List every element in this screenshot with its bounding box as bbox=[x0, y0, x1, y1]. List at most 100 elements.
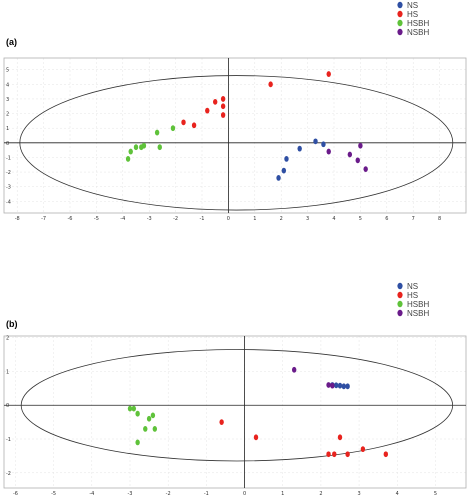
x-tick-label: -2 bbox=[173, 216, 178, 222]
point-hs bbox=[220, 112, 226, 118]
point-hsbh bbox=[152, 425, 158, 432]
point-hsbh bbox=[131, 405, 137, 412]
legend-label-ns: NS bbox=[407, 282, 418, 291]
panel-label: (a) bbox=[6, 37, 17, 47]
point-hs bbox=[332, 451, 337, 458]
x-tick-label: -6 bbox=[68, 216, 73, 222]
legend-label-hsbh: HSBH bbox=[407, 19, 429, 28]
x-tick-label: 0 bbox=[227, 216, 230, 222]
point-hs bbox=[383, 451, 389, 458]
legend-label-nsbh: NSBH bbox=[407, 28, 429, 37]
x-tick-label: 7 bbox=[412, 216, 415, 222]
y-tick-label: -1 bbox=[6, 155, 11, 161]
y-tick-label: 4 bbox=[6, 82, 9, 88]
series-hsbh bbox=[125, 125, 176, 162]
series-nsbh bbox=[326, 142, 368, 173]
point-ns bbox=[297, 145, 302, 152]
point-nsbh bbox=[358, 142, 363, 149]
x-tick-label: 6 bbox=[385, 216, 388, 222]
x-tick-label: -5 bbox=[94, 216, 99, 222]
x-tick-label: -4 bbox=[120, 216, 125, 222]
x-tick-label: -1 bbox=[200, 216, 205, 222]
point-hsbh bbox=[135, 410, 140, 417]
x-tick-label: 5 bbox=[359, 216, 362, 222]
x-tick-label: 2 bbox=[319, 491, 322, 497]
plot-frame bbox=[3, 57, 467, 214]
point-hsbh bbox=[141, 142, 147, 149]
point-hs bbox=[219, 419, 224, 426]
y-tick-label: -2 bbox=[6, 170, 11, 176]
point-hs bbox=[326, 451, 331, 458]
legend-label-hs: HS bbox=[407, 291, 418, 300]
y-tick-label: 5 bbox=[6, 68, 9, 74]
y-tick-label: 1 bbox=[6, 126, 9, 132]
point-hsbh bbox=[143, 425, 148, 432]
x-tick-label: 4 bbox=[396, 491, 399, 497]
point-hs bbox=[220, 103, 226, 110]
x-tick-label: 1 bbox=[281, 491, 284, 497]
point-hsbh bbox=[135, 439, 140, 446]
y-tick-label: -3 bbox=[6, 185, 11, 191]
series-hsbh bbox=[127, 405, 158, 446]
x-tick-label: 5 bbox=[434, 491, 437, 497]
y-tick-labels: -2 -1 0 1 2 bbox=[6, 336, 11, 477]
legend-marker-ns bbox=[397, 282, 403, 290]
point-hs bbox=[191, 122, 197, 129]
x-tick-label: -4 bbox=[89, 491, 94, 497]
legend-marker-hsbh bbox=[397, 300, 403, 308]
point-nsbh bbox=[326, 148, 331, 155]
x-tick-label: -3 bbox=[128, 491, 133, 497]
point-nsbh bbox=[363, 166, 368, 173]
x-tick-labels: -6 -5 -4 -3 -2 -1 0 1 2 3 4 5 bbox=[13, 491, 437, 497]
y-tick-label: 0 bbox=[6, 403, 9, 409]
x-tick-label: 8 bbox=[438, 216, 441, 222]
y-tick-label: -4 bbox=[6, 199, 11, 205]
point-hs bbox=[253, 434, 259, 441]
legend-marker-hsbh bbox=[397, 19, 403, 27]
y-tick-labels: -4 -3 -2 -1 0 1 2 3 4 5 bbox=[6, 68, 11, 206]
confidence-ellipse bbox=[20, 349, 454, 462]
point-ns bbox=[284, 155, 289, 162]
legend-label-ns: NS bbox=[407, 1, 418, 10]
point-hs bbox=[360, 446, 366, 453]
legend-marker-hs bbox=[397, 291, 403, 299]
point-ns bbox=[281, 167, 287, 174]
grid bbox=[4, 336, 466, 488]
y-tick-label: 2 bbox=[6, 336, 9, 342]
point-nsbh bbox=[347, 151, 353, 158]
x-tick-label: -1 bbox=[204, 491, 209, 497]
panel-label: (b) bbox=[6, 319, 18, 329]
point-hs bbox=[268, 81, 273, 88]
legend-marker-nsbh bbox=[397, 309, 403, 317]
point-hs bbox=[213, 98, 218, 105]
point-hs bbox=[345, 451, 350, 458]
grid bbox=[4, 58, 466, 213]
point-hsbh bbox=[154, 129, 160, 136]
x-tick-label: -5 bbox=[51, 491, 56, 497]
legend-marker-nsbh bbox=[397, 28, 403, 36]
point-hsbh bbox=[127, 405, 133, 412]
point-nsbh bbox=[330, 382, 335, 389]
point-hs bbox=[326, 71, 331, 77]
y-tick-label: 3 bbox=[6, 97, 9, 103]
legend-label-hs: HS bbox=[407, 10, 418, 19]
point-ns bbox=[341, 383, 347, 390]
point-hs bbox=[337, 434, 343, 441]
legend-marker-hs bbox=[397, 10, 403, 18]
point-ns bbox=[345, 383, 350, 390]
confidence-ellipse bbox=[19, 75, 454, 211]
y-tick-label: 0 bbox=[6, 141, 9, 147]
point-ns bbox=[276, 175, 281, 181]
point-hs bbox=[181, 119, 186, 126]
x-tick-label: 3 bbox=[306, 216, 309, 222]
x-tick-label: 1 bbox=[253, 216, 256, 222]
x-tick-label: -6 bbox=[13, 491, 18, 497]
point-hsbh bbox=[170, 125, 176, 132]
legend-label-nsbh: NSBH bbox=[407, 309, 429, 318]
point-hs bbox=[220, 96, 226, 102]
x-tick-labels: -8 -7 -6 -5 -4 -3 -2 -1 0 1 2 3 4 5 6 7 8 bbox=[15, 216, 441, 222]
series-nsbh bbox=[291, 366, 335, 389]
